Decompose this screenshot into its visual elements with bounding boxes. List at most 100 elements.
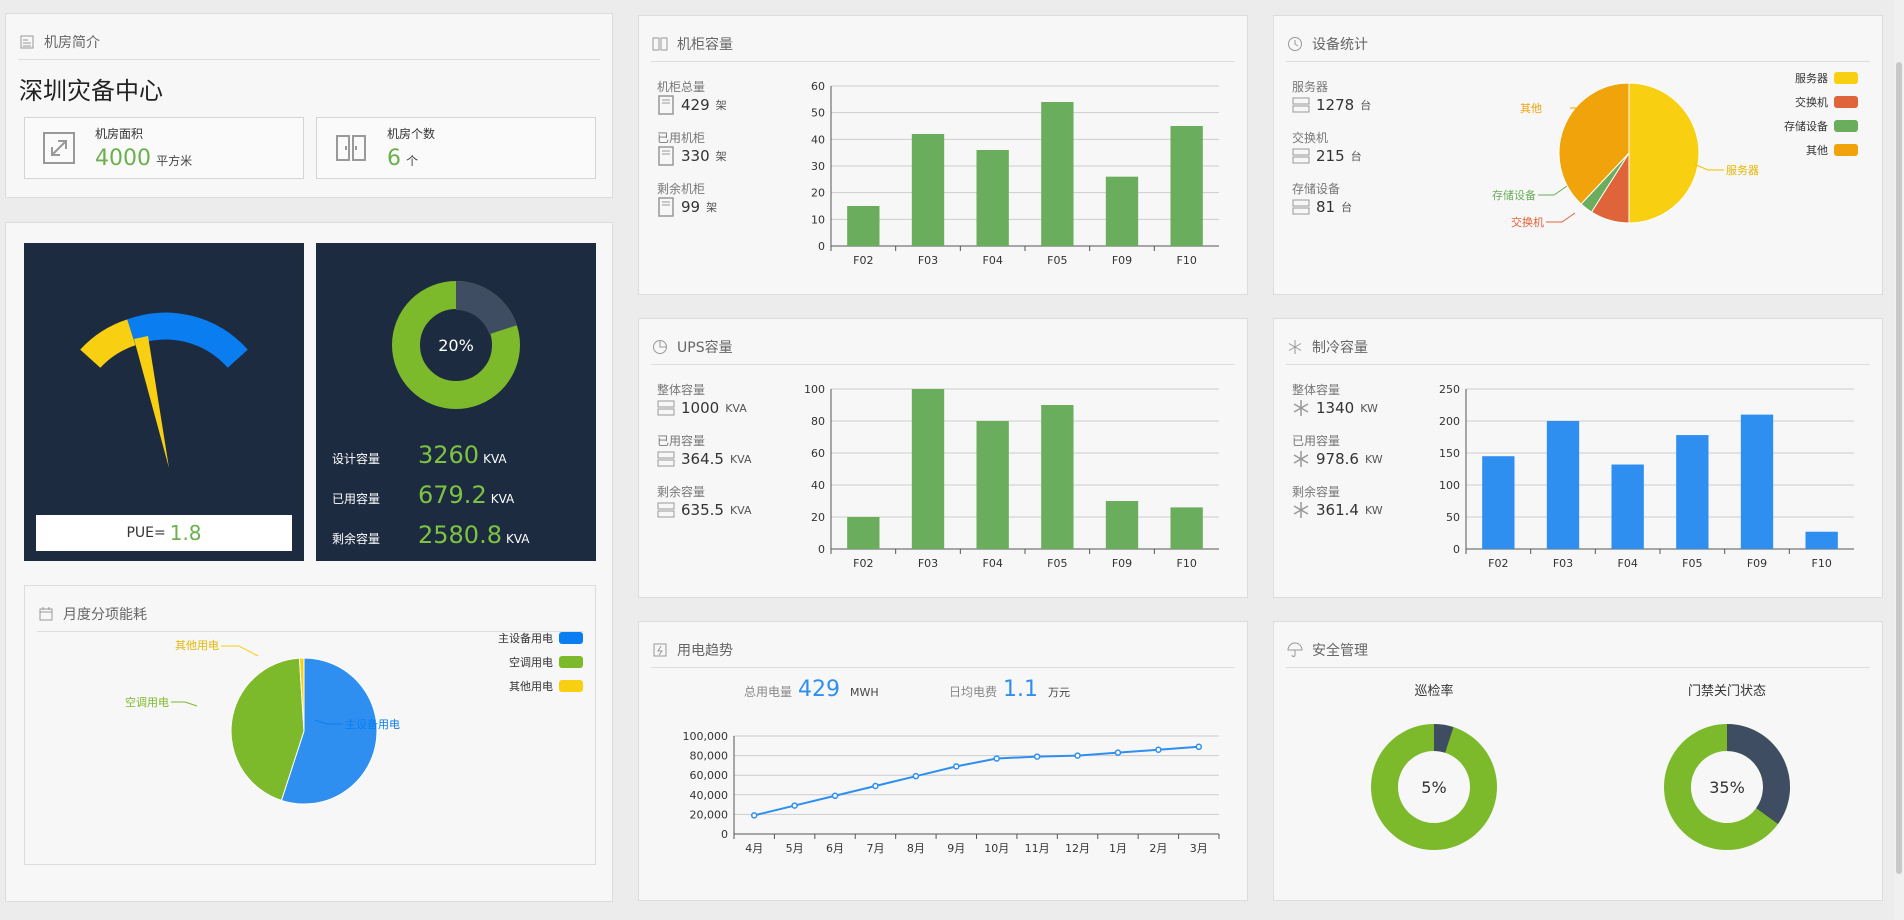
gauge-needle bbox=[134, 336, 169, 468]
ups-used-label: 已用容量 bbox=[657, 434, 706, 448]
ups-remaining: 剩余容量 635.5 KVA bbox=[657, 483, 752, 520]
clock-icon bbox=[1286, 35, 1304, 53]
patrol-donut: 5% bbox=[1370, 724, 1497, 850]
ups-used-unit: KVA bbox=[729, 452, 752, 466]
cabinet-used-label: 已用机柜 bbox=[657, 131, 706, 145]
door-label: 门禁关门状态 bbox=[1687, 684, 1766, 699]
cooling-ytick-label: 0 bbox=[1453, 543, 1460, 556]
storage-stat: 存储设备 81 台 bbox=[1292, 180, 1371, 217]
energy-slice bbox=[280, 657, 378, 805]
cooling-total-value: 1340 bbox=[1316, 399, 1355, 417]
cabinet-ytick-label: 20 bbox=[811, 187, 825, 200]
trend-point bbox=[791, 802, 798, 809]
cabinet-remaining: 剩余机柜 99 架 bbox=[657, 180, 727, 217]
expand-icon bbox=[43, 132, 75, 164]
security-panel-header: 安全管理 bbox=[1286, 632, 1870, 668]
used-capacity-row: 已用容量 679.2 KVA bbox=[332, 481, 582, 509]
calendar-icon bbox=[37, 605, 55, 623]
ups-xtick-label: F09 bbox=[1112, 557, 1132, 570]
trend-ytick-label: 40,000 bbox=[690, 789, 729, 802]
cooling-title: 制冷容量 bbox=[1312, 339, 1368, 356]
pue-gauge bbox=[80, 312, 248, 468]
cabinet-used: 已用机柜 330 架 bbox=[657, 129, 727, 166]
scrollbar-track[interactable] bbox=[1894, 0, 1904, 920]
cooling-bar bbox=[1805, 531, 1838, 549]
trend-total-label: 总用电量 bbox=[744, 685, 793, 699]
cabinet-total-value: 429 bbox=[681, 96, 710, 114]
trend-ytick-label: 100,000 bbox=[683, 730, 729, 743]
intro-title: 机房简介 bbox=[44, 34, 100, 51]
trend-xtick-label: 4月 bbox=[745, 842, 763, 855]
trend-line bbox=[753, 745, 1199, 817]
trend-point bbox=[1114, 749, 1122, 756]
pue-value: 1.8 bbox=[169, 521, 202, 545]
cooling-ytick-label: 100 bbox=[1439, 479, 1460, 492]
cabinet-bar bbox=[1041, 102, 1074, 246]
ups-remaining-label: 剩余容量 bbox=[657, 485, 706, 499]
device-legend-other-swatch bbox=[1834, 144, 1858, 156]
ups-ytick-label: 20 bbox=[811, 511, 825, 524]
ups-bar-chart: 0 20 40 60 80 100 F02 F03 F04 F05 F09 F10 bbox=[804, 383, 1219, 570]
cooling-bar bbox=[1611, 464, 1644, 549]
area-unit: 平方米 bbox=[156, 154, 193, 168]
switch-unit: 台 bbox=[1350, 150, 1362, 163]
legend-ac-label: 空调用电 bbox=[509, 655, 553, 669]
cabinet-used-unit: 架 bbox=[715, 150, 727, 163]
trend-ytick-label: 80,000 bbox=[690, 750, 729, 763]
server-stat: 服务器 1278 台 bbox=[1292, 78, 1371, 115]
trend-ytick-label: 20,000 bbox=[690, 808, 729, 821]
door-donut-label: 35% bbox=[1709, 778, 1745, 797]
security-title: 安全管理 bbox=[1312, 642, 1368, 659]
trend-point bbox=[912, 772, 920, 780]
trend-daily-value: 1.1 bbox=[1003, 677, 1039, 702]
ups-bar bbox=[1170, 507, 1203, 549]
trend-daily: 日均电费 1.1 万元 bbox=[949, 677, 1070, 702]
cabinet-pair-icon bbox=[335, 132, 367, 164]
pie-label-other: 其他用电 bbox=[175, 639, 219, 652]
cabinet-title: 机柜容量 bbox=[677, 36, 733, 53]
trend-xtick-label: 5月 bbox=[786, 842, 804, 855]
trend-xtick-label: 7月 bbox=[866, 842, 884, 855]
switch-stat: 交换机 215 台 bbox=[1292, 129, 1371, 166]
cabinet-stats: 机柜总量 429 架 已用机柜 330 架 剩余机柜 99 架 bbox=[657, 78, 727, 217]
switch-label: 交换机 bbox=[1292, 131, 1329, 145]
scrollbar-thumb[interactable] bbox=[1896, 62, 1902, 874]
cabinet-xtick-label: F04 bbox=[983, 254, 1003, 267]
ups-total-label: 整体容量 bbox=[657, 383, 706, 397]
pie-label-ac: 空调用电 bbox=[125, 695, 169, 709]
cabinet-remaining-value: 99 bbox=[681, 198, 701, 216]
ups-total-row: 1000 KVA bbox=[657, 398, 752, 418]
design-capacity-value: 3260 bbox=[418, 441, 480, 469]
ups-used-row: 364.5 KVA bbox=[657, 449, 752, 469]
cooling-bar-chart: 0 50 100 150 200 250 F02 F03 F04 F05 F09 F10 bbox=[1439, 383, 1854, 570]
server-icon bbox=[657, 398, 675, 418]
trend-point bbox=[1155, 746, 1162, 753]
trend-point bbox=[1074, 752, 1081, 759]
trend-point bbox=[953, 763, 960, 770]
trend-xtick-label: 10月 bbox=[984, 842, 1009, 855]
patrol-segment bbox=[1434, 724, 1454, 753]
cabinet-panel: 机柜容量 机柜总量 429 架 已用机柜 330 架 剩余机柜 99 架 0 10 20 3… bbox=[638, 15, 1248, 295]
trend-xtick-label: 6月 bbox=[826, 842, 844, 855]
trend-point bbox=[1195, 743, 1203, 751]
cooling-remaining-unit: KW bbox=[1364, 503, 1383, 517]
cabinet-remaining-row: 99 架 bbox=[657, 197, 727, 217]
trend-total-unit: MWH bbox=[850, 686, 879, 699]
trend-panel: 用电趋势 总用电量 429 MWH 日均电费 1.1 万元 0 20,000 40,… bbox=[638, 621, 1248, 901]
energy-panel: PUE= 1.8 20% 设计容量 3260 KVA 已用容量 679.2 KV… bbox=[5, 222, 613, 902]
room-count-unit: 个 bbox=[406, 154, 419, 168]
energy-slice bbox=[230, 657, 305, 802]
monthly-energy-card: 月度分项能耗 主设备用电 空调用电 其他用电 主设备用电 空调用电 其他用电 bbox=[24, 585, 596, 865]
trend-xtick-label: 11月 bbox=[1025, 842, 1050, 855]
pie-label-main: 主设备用电 bbox=[345, 717, 400, 731]
monthly-energy-title: 月度分项能耗 bbox=[63, 606, 147, 623]
ups-remaining-value: 635.5 bbox=[681, 501, 724, 519]
remaining-capacity-unit: KVA bbox=[505, 532, 530, 546]
device-legend-switch-swatch bbox=[1834, 96, 1858, 108]
trend-xtick-label: 12月 bbox=[1065, 842, 1090, 855]
rack-icon bbox=[657, 95, 675, 115]
server-value: 1278 bbox=[1316, 96, 1355, 114]
device-label-server: 服务器 bbox=[1726, 164, 1759, 177]
cabinet-used-value: 330 bbox=[681, 147, 710, 165]
monthly-energy-pie: 主设备用电 空调用电 其他用电 主设备用电 空调用电 其他用电 bbox=[125, 631, 583, 805]
